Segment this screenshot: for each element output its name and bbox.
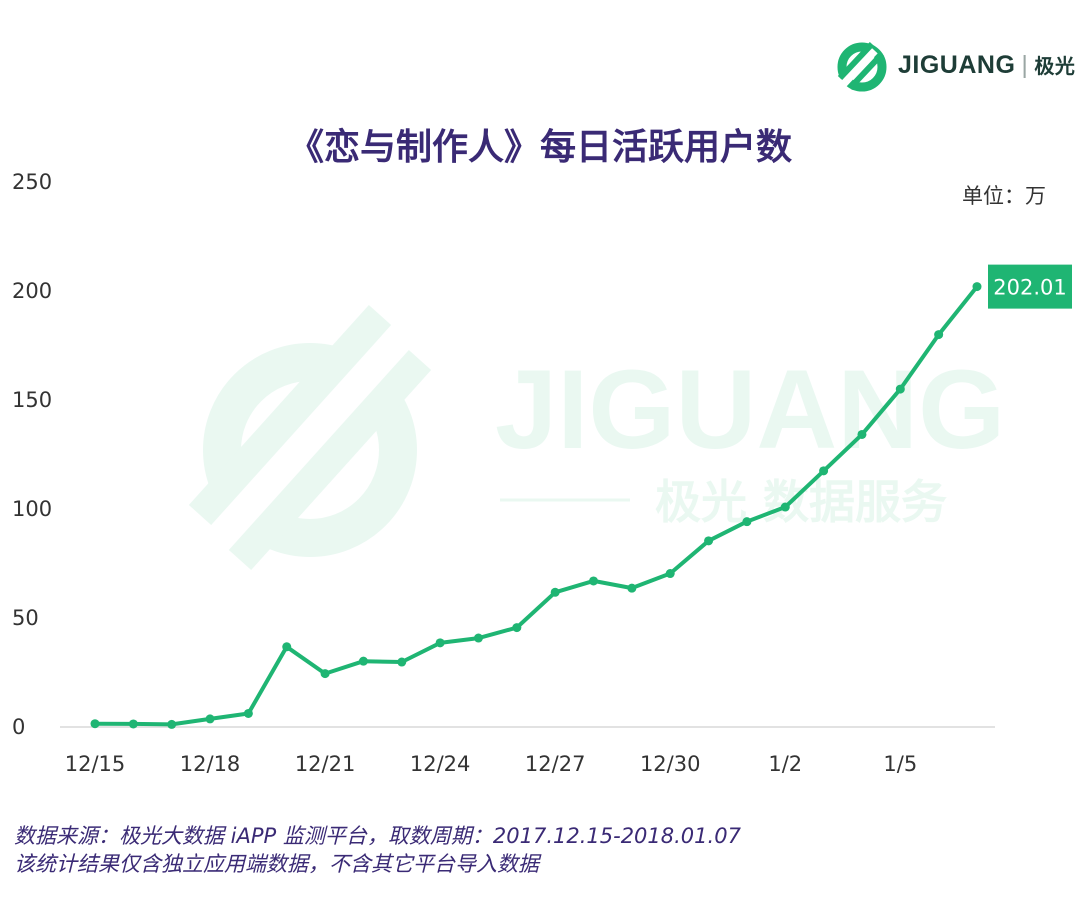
- series-line: [93, 284, 979, 727]
- data-point: [589, 576, 599, 586]
- brand-separator: |: [1021, 51, 1029, 79]
- value-callout-label: 202.01: [993, 276, 1066, 300]
- y-tick-label: 200: [12, 279, 52, 303]
- data-point: [358, 656, 368, 666]
- data-point: [742, 517, 752, 527]
- x-tick-label: 1/5: [883, 752, 917, 776]
- series: [90, 282, 982, 729]
- data-point: [550, 587, 560, 597]
- brand-name-cn: 极光: [1034, 56, 1076, 78]
- y-tick-label: 150: [12, 388, 52, 412]
- y-tick-label: 0: [12, 715, 25, 739]
- annotations: 202.01: [988, 264, 1072, 309]
- brand-wordmark: JIGUANG | 极光: [898, 50, 1075, 80]
- x-tick-label: 12/18: [180, 752, 241, 776]
- data-point: [90, 719, 100, 729]
- chart-title: 《恋与制作人》每日活跃用户数: [287, 127, 792, 168]
- jiguang-logo-icon: [837, 41, 887, 92]
- data-point: [780, 502, 790, 512]
- data-point: [435, 638, 445, 648]
- data-point: [282, 642, 292, 652]
- footnote: 数据来源：极光大数据 iAPP 监测平台，取数周期：2017.12.15-201…: [14, 822, 741, 878]
- data-point: [857, 429, 867, 439]
- x-tick-label: 12/30: [640, 752, 701, 776]
- data-point: [397, 657, 407, 667]
- watermark-text: JIGUANG: [495, 347, 1005, 472]
- data-point: [895, 384, 905, 394]
- y-tick-label: 250: [12, 170, 52, 194]
- x-tick-label: 12/15: [65, 752, 126, 776]
- x-tick-label: 1/2: [768, 752, 802, 776]
- data-point: [473, 633, 483, 643]
- watermark-tagline: 极光 数据服务: [655, 475, 947, 529]
- watermark: JIGUANG 极光 数据服务: [188, 304, 1005, 571]
- x-tick-label: 12/24: [410, 752, 471, 776]
- data-point: [243, 708, 253, 718]
- data-point: [205, 714, 215, 724]
- y-tick-label: 100: [12, 497, 52, 521]
- data-point: [167, 719, 177, 729]
- data-point: [128, 719, 138, 729]
- unit-label: 单位：万: [962, 184, 1046, 208]
- axes: 0 50 100 150 200 250 12/15 12/18 12/21 12/24 12/27…: [12, 170, 995, 776]
- x-tick-label: 12/21: [295, 752, 356, 776]
- data-point: [972, 282, 982, 292]
- data-point: [665, 569, 675, 579]
- data-point: [512, 623, 522, 633]
- value-callout-box: [988, 264, 1072, 309]
- data-point: [934, 330, 944, 340]
- brand-name: JIGUANG: [898, 51, 1016, 79]
- footnote-disclaimer: 该统计结果仅含独立应用端数据，不含其它平台导入数据: [14, 852, 539, 876]
- y-tick-label: 50: [12, 606, 39, 630]
- data-point: [819, 466, 829, 476]
- watermark-logo-icon: [188, 304, 432, 571]
- footnote-source: 数据来源：极光大数据 iAPP 监测平台，取数周期：2017.12.15-201…: [14, 824, 741, 848]
- data-point: [627, 583, 637, 593]
- data-point: [704, 536, 714, 546]
- data-point: [320, 669, 330, 679]
- x-tick-label: 12/27: [525, 752, 586, 776]
- brand-logo: [832, 40, 1077, 94]
